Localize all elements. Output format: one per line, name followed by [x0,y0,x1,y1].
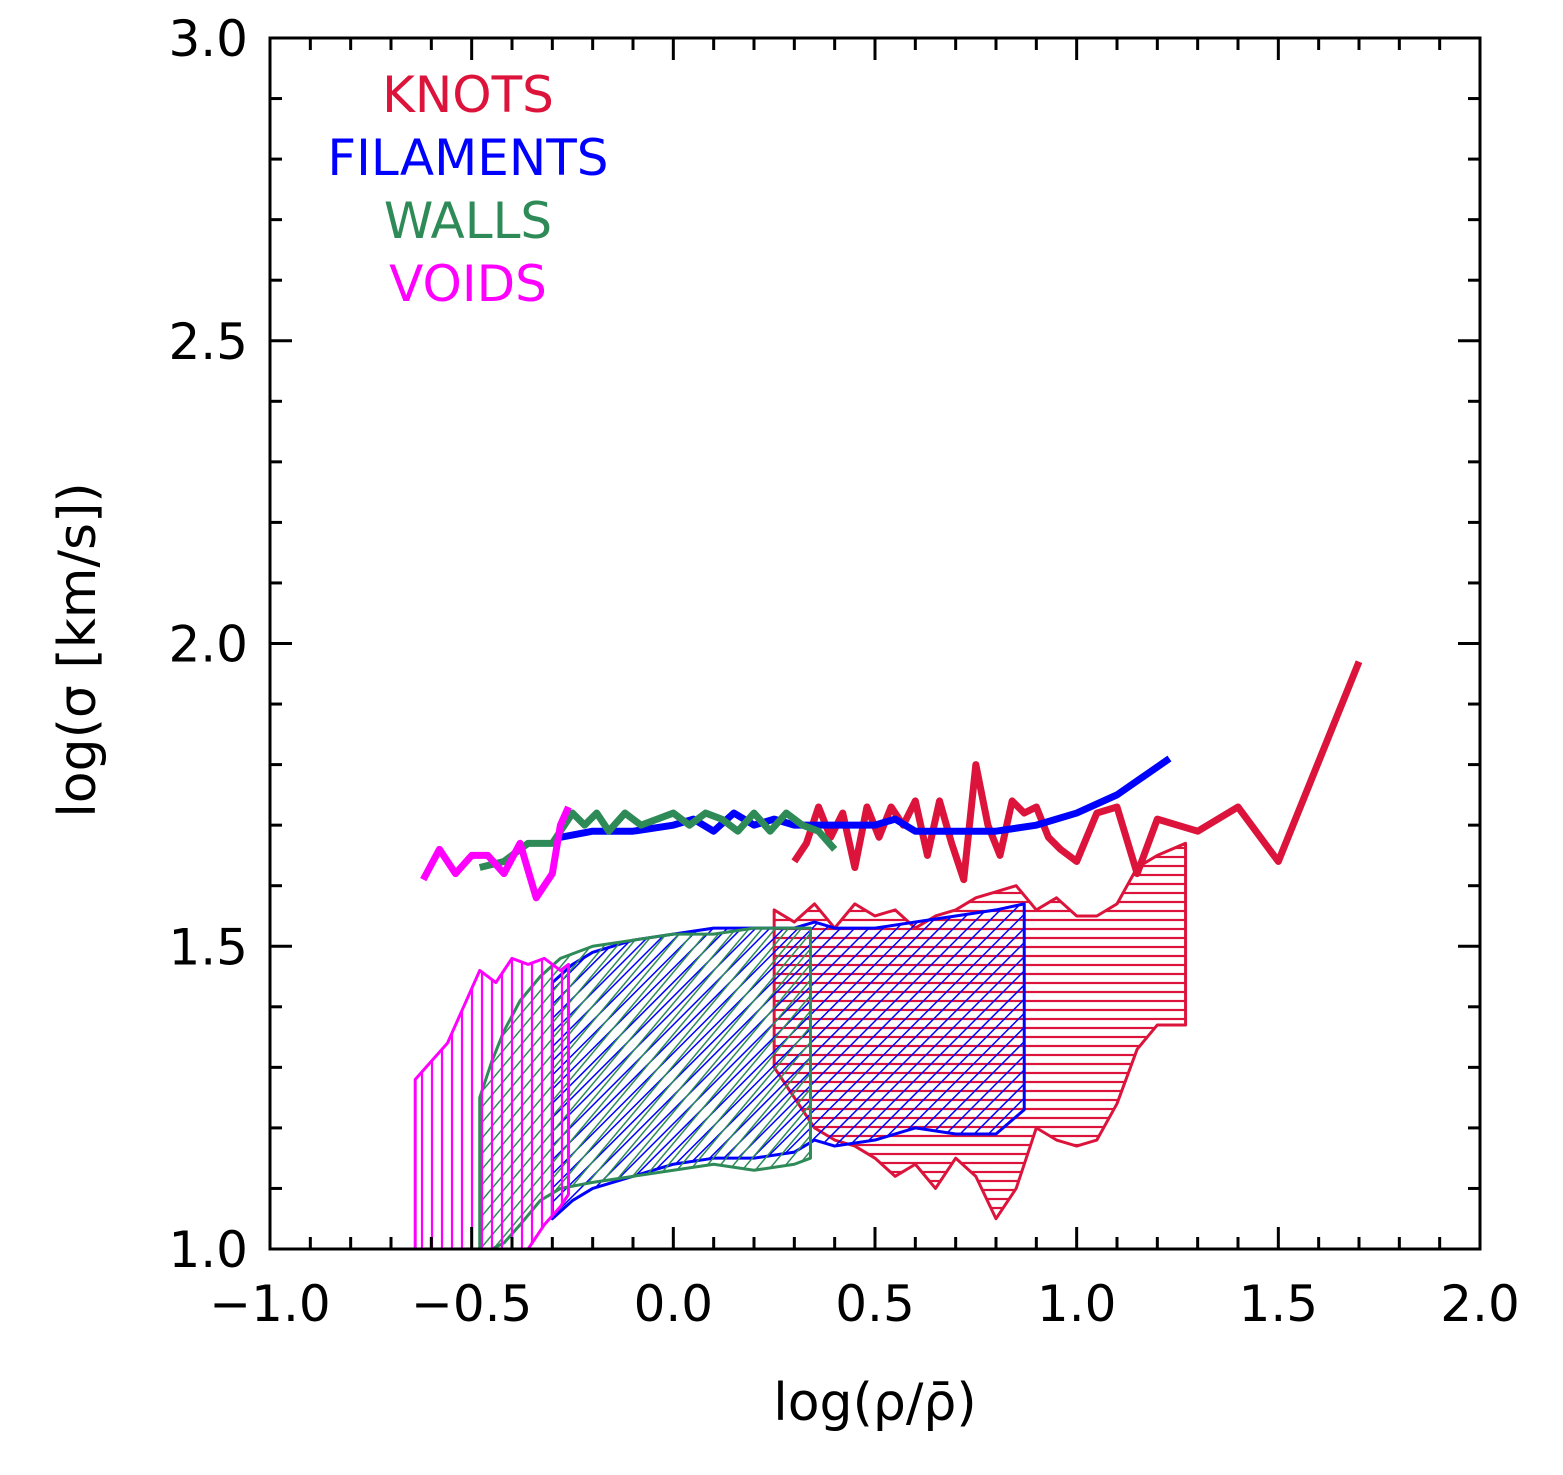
band-voids [413,956,570,1249]
x-tick-label: 2.0 [1440,1275,1520,1333]
legend-item-knots: KNOTS [382,66,554,124]
x-tick-label: 1.5 [1239,1275,1319,1333]
x-axis-title: log(ρ/ρ̄) [773,1373,976,1433]
y-axis: 1.0 1.5 2.0 2.5 3.0 [168,10,1480,1279]
line-layer [420,660,1363,902]
x-tick-label: −0.5 [411,1275,532,1333]
y-tick-label: 1.0 [168,1221,248,1279]
series-line-knots [791,660,1363,884]
y-tick-label: 2.5 [168,313,248,371]
legend-item-voids: VOIDS [389,255,547,313]
x-tick-label: 0.5 [835,1275,915,1333]
series-line-voids [420,805,572,902]
legend-item-filaments: FILAMENTS [327,129,608,187]
y-tick-label: 2.0 [168,616,248,674]
legend-item-walls: WALLS [384,192,552,250]
series-line-walls [478,809,838,871]
y-axis-title: log(σ [km/s]) [48,482,108,817]
y-tick-label: 3.0 [168,10,248,68]
series-line-filaments [559,755,1172,841]
y-tick-label: 1.5 [168,918,248,976]
x-tick-label: 0.0 [634,1275,714,1333]
x-tick-label: 1.0 [1037,1275,1117,1333]
x-tick-label: −1.0 [209,1275,330,1333]
x-axis: −1.0 −0.5 0.0 0.5 1.0 1.5 2.0 [209,38,1520,1333]
band-layer [413,841,1188,1249]
